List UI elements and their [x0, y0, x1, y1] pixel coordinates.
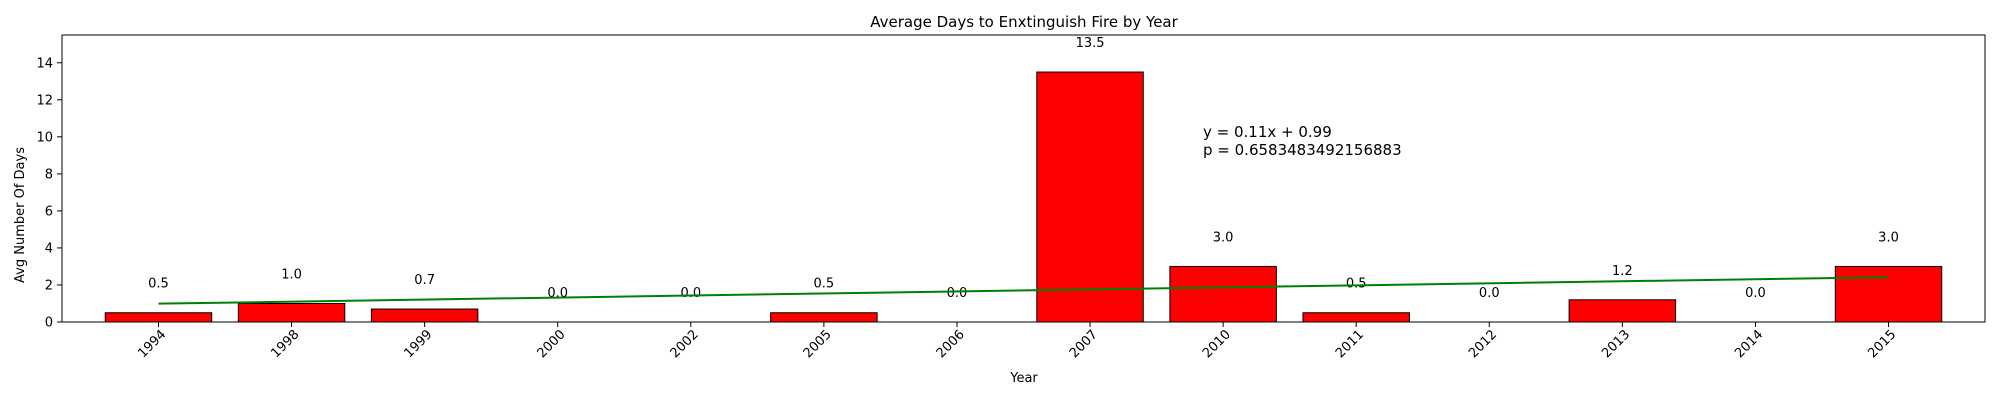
- bar-value-label: 0.0: [680, 286, 701, 301]
- bar: [1302, 312, 1410, 323]
- bar-value-label: 0.5: [148, 277, 169, 292]
- bar: [770, 312, 878, 323]
- x-tick-label: 2014: [1732, 327, 1766, 361]
- bar-value-label: 0.0: [547, 286, 568, 301]
- bar: [104, 312, 213, 323]
- x-tick-label: 1994: [135, 327, 169, 361]
- y-tick-label: 2: [45, 278, 53, 293]
- y-axis-label: Avg Number Of Days: [13, 147, 28, 283]
- y-tick-label: 14: [36, 56, 53, 71]
- bar-value-label: 13.5: [1076, 36, 1105, 51]
- y-tick-label: 10: [36, 130, 53, 145]
- bar-value-label: 1.2: [1612, 264, 1633, 279]
- bar-value-label: 3.0: [1878, 230, 1899, 245]
- x-tick-label: 1998: [268, 327, 302, 361]
- bar-value-label: 1.0: [281, 267, 302, 282]
- x-tick-label: 2006: [934, 327, 968, 361]
- bar: [370, 308, 479, 323]
- x-tick-label: 1999: [401, 327, 435, 361]
- trendline-p-value: p = 0.6583483492156883: [1203, 141, 1402, 159]
- bar-value-label: 0.5: [814, 277, 835, 292]
- bar: [1169, 265, 1277, 323]
- bar-value-label: 0.5: [1346, 277, 1367, 292]
- bar-value-label: 3.0: [1213, 230, 1234, 245]
- y-tick-label: 12: [36, 93, 53, 108]
- bar: [1568, 299, 1677, 323]
- x-axis-label: Year: [1009, 371, 1038, 386]
- x-tick-label: 2015: [1865, 327, 1899, 361]
- y-tick-label: 0: [45, 316, 53, 331]
- x-tick-label: 2013: [1599, 327, 1633, 361]
- x-tick-label: 2000: [535, 327, 569, 361]
- x-tick-label: 2007: [1067, 327, 1101, 361]
- x-tick-label: 2010: [1200, 327, 1234, 361]
- trendline-equation: y = 0.11x + 0.99: [1203, 123, 1332, 141]
- bars-layer: 0.5 1.0 0.7 0.0 0.0 0.5 0.0 13.5 3.0 0.5 0.0 1.2 0.0…: [104, 36, 1943, 323]
- bar: [1036, 71, 1144, 323]
- bar-value-label: 0.7: [414, 273, 435, 288]
- bar: [237, 302, 346, 323]
- x-tick-label: 2011: [1333, 327, 1367, 361]
- x-tick-label: 2012: [1466, 327, 1500, 361]
- bar-value-label: 0.0: [1745, 286, 1766, 301]
- trendline: [158, 276, 1889, 305]
- bar: [1834, 265, 1943, 323]
- y-tick-label: 8: [45, 167, 53, 182]
- bar-value-label: 0.0: [1479, 286, 1500, 301]
- plot-frame: [61, 34, 1986, 323]
- y-tick-label: 6: [45, 204, 53, 219]
- y-tick-label: 4: [45, 241, 53, 256]
- bar-value-label: 0.0: [947, 286, 968, 301]
- x-tick-label: 2002: [668, 327, 702, 361]
- chart-title: Average Days to Enxtinguish Fire by Year: [870, 13, 1178, 31]
- x-tick-label: 2005: [801, 327, 835, 361]
